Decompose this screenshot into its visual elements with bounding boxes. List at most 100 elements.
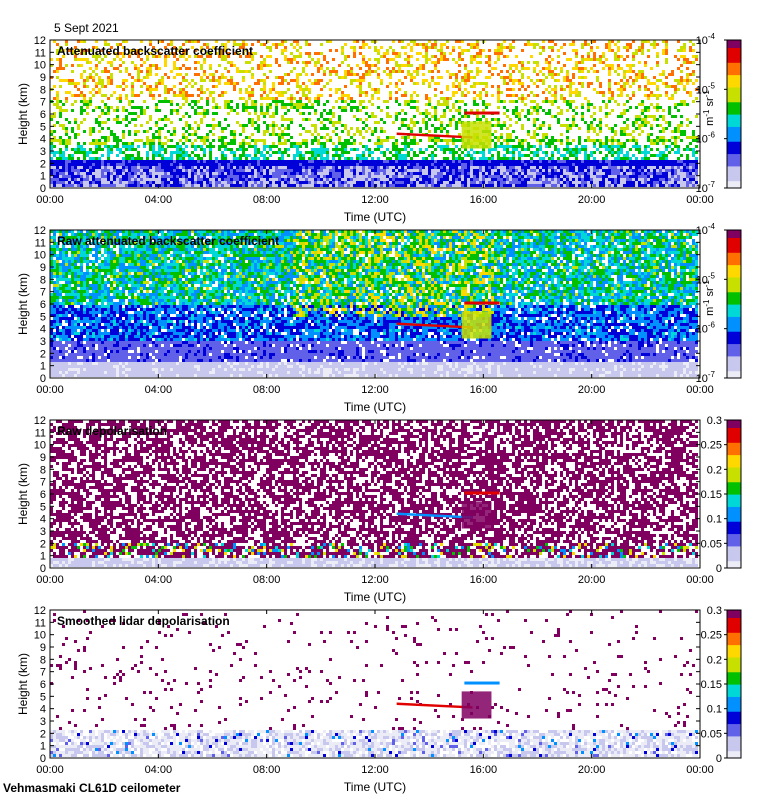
heatmap-cell [608,160,611,163]
heatmap-cell [356,163,359,166]
heatmap-cell [623,58,626,61]
heatmap-cell [368,163,371,166]
heatmap-cell [62,151,65,154]
heatmap-cell [488,157,491,160]
heatmap-cell [626,166,629,169]
heatmap-cell [293,172,296,175]
heatmap-cell [530,175,533,178]
heatmap-cell [608,49,611,52]
heatmap-cell [425,79,428,82]
heatmap-cell [407,43,410,46]
heatmap-cell [176,181,179,184]
heatmap-cell [182,79,185,82]
heatmap-cell [674,127,677,130]
heatmap-cell [368,148,371,151]
heatmap-cell [452,115,455,118]
heatmap-cell [128,160,131,163]
heatmap-cell [266,145,269,148]
heatmap-cell [107,139,110,142]
heatmap-cell [251,58,254,61]
heatmap-cell [644,88,647,91]
heatmap-cell [557,55,560,58]
heatmap-cell [656,166,659,169]
heatmap-cell [335,148,338,151]
heatmap-cell [410,157,413,160]
heatmap-cell [269,88,272,91]
heatmap-cell [263,157,266,160]
heatmap-cell [332,115,335,118]
heatmap-cell [107,178,110,181]
heatmap-cell [650,127,653,130]
heatmap-cell [566,178,569,181]
heatmap-cell [551,40,554,43]
heatmap-cell [185,79,188,82]
heatmap-cell [407,73,410,76]
heatmap-cell [539,163,542,166]
heatmap-cell [143,169,146,172]
heatmap-cell [284,79,287,82]
heatmap-cell [251,88,254,91]
heatmap-cell [194,103,197,106]
heatmap-cell [584,40,587,43]
heatmap-cell [683,133,686,136]
heatmap-cell [218,163,221,166]
heatmap-cell [461,100,464,103]
heatmap-cell [641,169,644,172]
heatmap-cell [170,40,173,43]
heatmap-cell [212,73,215,76]
heatmap-cell [170,70,173,73]
heatmap-cell [368,115,371,118]
heatmap-cell [404,139,407,142]
heatmap-cell [584,178,587,181]
heatmap-cell [692,55,695,58]
heatmap-cell [137,151,140,154]
heatmap-cell [485,55,488,58]
heatmap-cell [635,148,638,151]
heatmap-cell [638,172,641,175]
heatmap-cell [158,55,161,58]
heatmap-cell [443,103,446,106]
heatmap-cell [155,154,158,157]
heatmap-cell [518,97,521,100]
heatmap-cell [443,163,446,166]
heatmap-cell [155,151,158,154]
heatmap-cell [518,112,521,115]
heatmap-cell [206,166,209,169]
heatmap-cell [323,151,326,154]
heatmap-cell [605,106,608,109]
heatmap-cell [206,46,209,49]
heatmap-cell [173,130,176,133]
heatmap-cell [362,55,365,58]
heatmap-cell [569,163,572,166]
heatmap-cell [290,175,293,178]
heatmap-cell [206,133,209,136]
heatmap-cell [398,172,401,175]
heatmap-cell [515,106,518,109]
heatmap-cell [65,127,68,130]
heatmap-cell [200,55,203,58]
heatmap-cell [74,178,77,181]
heatmap-cell [227,142,230,145]
heatmap-cell [461,157,464,160]
heatmap-cell [269,97,272,100]
heatmap-cell [146,58,149,61]
heatmap-cell [413,70,416,73]
heatmap-cell [455,145,458,148]
heatmap-cell [203,181,206,184]
heatmap-cell [554,88,557,91]
heatmap-cell [344,163,347,166]
heatmap-cell [476,109,479,112]
heatmap-cell [674,91,677,94]
heatmap-cell [98,91,101,94]
heatmap-cell [155,163,158,166]
heatmap-cell [446,163,449,166]
heatmap-cell [263,166,266,169]
heatmap-cell [335,151,338,154]
heatmap-cell [611,169,614,172]
heatmap-cell [359,103,362,106]
heatmap-cell [317,67,320,70]
heatmap-cell [284,73,287,76]
heatmap-cell [143,82,146,85]
heatmap-cell [590,151,593,154]
heatmap-cell [302,103,305,106]
